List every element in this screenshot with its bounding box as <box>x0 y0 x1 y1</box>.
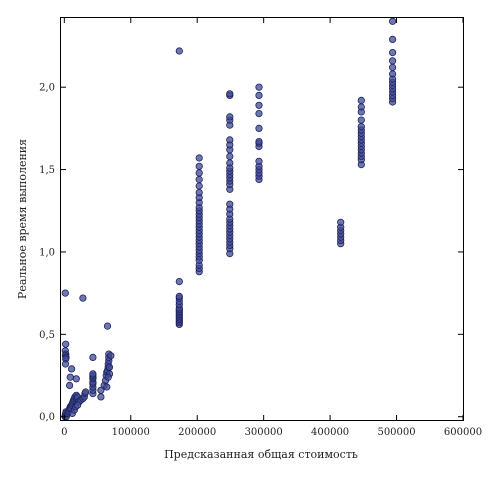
data-point <box>226 159 234 167</box>
data-point <box>105 363 114 371</box>
data-point <box>175 47 183 55</box>
data-point <box>255 83 263 91</box>
data-point <box>175 277 183 286</box>
data-point <box>255 110 263 118</box>
data-point <box>388 17 397 25</box>
data-point <box>195 169 203 177</box>
data-point <box>195 189 203 197</box>
data-point <box>82 388 90 396</box>
data-point <box>74 401 82 409</box>
data-point <box>175 292 183 300</box>
x-axis-ticks: 0 100000 200000 300000 400000 500000 600000 <box>61 18 482 438</box>
data-point <box>388 63 397 72</box>
data-points <box>61 17 397 421</box>
y-tick-label: 0,5 <box>39 330 55 341</box>
data-point <box>337 218 345 226</box>
data-point <box>388 48 397 57</box>
data-point <box>61 360 70 368</box>
y-tick-label: 1,0 <box>39 247 55 258</box>
data-point <box>195 154 203 162</box>
x-axis-label: Предсказанная общая стоимость <box>164 448 358 461</box>
data-point <box>66 381 74 389</box>
y-axis-ticks: 0,0 0,5 1,0 1,5 2,0 <box>39 83 463 423</box>
data-point <box>62 340 70 348</box>
data-point <box>89 353 97 361</box>
data-point <box>255 124 263 132</box>
data-point <box>72 375 80 383</box>
x-tick-label: 0 <box>61 427 67 438</box>
y-tick-label: 0,0 <box>39 412 55 423</box>
data-point <box>255 138 263 146</box>
data-point <box>255 101 263 109</box>
data-point <box>388 57 397 65</box>
data-point <box>226 152 234 160</box>
y-tick-label: 2,0 <box>39 83 55 94</box>
data-point <box>195 162 203 170</box>
data-point <box>79 294 87 302</box>
data-point <box>195 182 203 190</box>
data-point <box>89 370 97 378</box>
y-axis-label: Реальное время выполения <box>16 139 29 299</box>
data-point <box>226 113 234 121</box>
data-point <box>103 383 111 391</box>
data-point <box>61 289 69 297</box>
data-point <box>357 103 365 111</box>
y-tick-label: 1,5 <box>39 165 55 176</box>
data-point <box>195 175 203 184</box>
data-point <box>357 96 365 105</box>
data-point <box>226 136 234 144</box>
data-point <box>103 322 112 330</box>
data-point <box>357 116 365 124</box>
data-point <box>388 70 397 78</box>
x-tick-label: 200000 <box>178 427 216 438</box>
data-point <box>97 386 105 394</box>
data-point <box>107 352 115 360</box>
data-point <box>255 157 263 165</box>
x-tick-label: 300000 <box>245 427 283 438</box>
data-point <box>388 35 397 44</box>
plot-frame <box>60 17 464 421</box>
data-point <box>357 123 365 131</box>
x-tick-label: 100000 <box>112 427 150 438</box>
data-point <box>66 373 74 381</box>
data-point <box>68 365 76 373</box>
data-point <box>226 200 234 208</box>
data-point <box>255 91 263 100</box>
x-tick-label: 400000 <box>311 427 349 438</box>
x-tick-label: 500000 <box>377 427 415 438</box>
data-point <box>97 393 105 401</box>
x-tick-label: 600000 <box>444 427 482 438</box>
data-point <box>226 90 234 98</box>
data-point <box>104 373 112 381</box>
